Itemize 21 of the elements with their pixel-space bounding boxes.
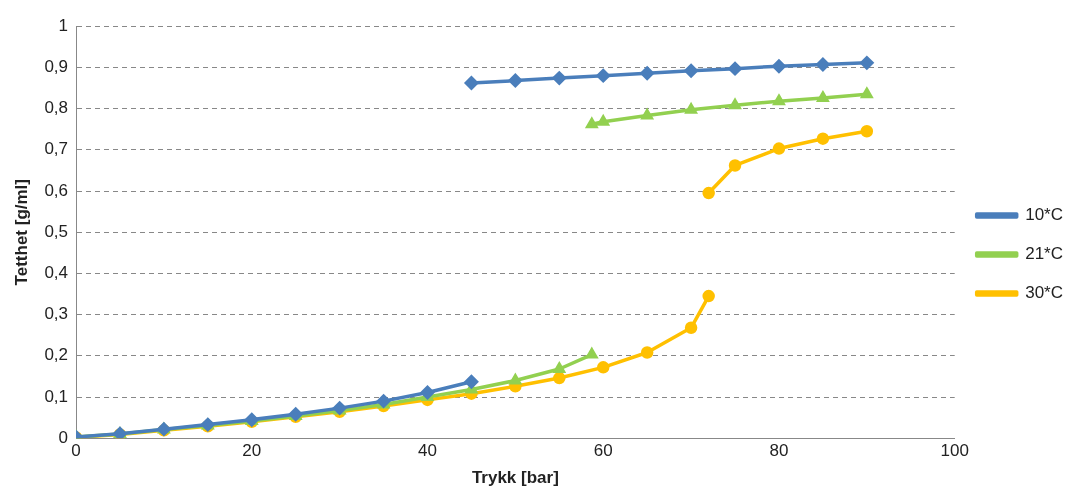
x-tick-label: 20 xyxy=(242,441,262,461)
x-tick-label: 80 xyxy=(769,441,789,461)
y-tick-label: 0,2 xyxy=(44,345,69,365)
y-tick-label: 0,8 xyxy=(44,98,69,118)
y-tick-label: 0,3 xyxy=(44,304,69,324)
legend-label: 30*C xyxy=(1025,283,1064,303)
y-tick-label: 0,9 xyxy=(44,57,69,77)
x-tick-label: 40 xyxy=(418,441,437,461)
y-tick-label: 0,7 xyxy=(44,139,69,159)
y-tick-label: 1 xyxy=(58,15,69,35)
x-tick-label: 100 xyxy=(940,441,969,461)
y-axis-title: Tetthet [g/ml] xyxy=(11,179,31,286)
y-tick-label: 0,6 xyxy=(44,180,69,200)
y-tick-label: 0,1 xyxy=(44,386,69,406)
x-tick-label: 60 xyxy=(593,441,613,461)
legend-label: 21*C xyxy=(1025,244,1064,264)
y-tick-label: 0,4 xyxy=(44,263,69,283)
legend-label: 10*C xyxy=(1025,205,1064,225)
x-axis-title: Trykk [bar] xyxy=(471,468,559,488)
y-tick-label: 0,5 xyxy=(44,221,69,241)
y-tick-label: 0 xyxy=(58,427,69,447)
